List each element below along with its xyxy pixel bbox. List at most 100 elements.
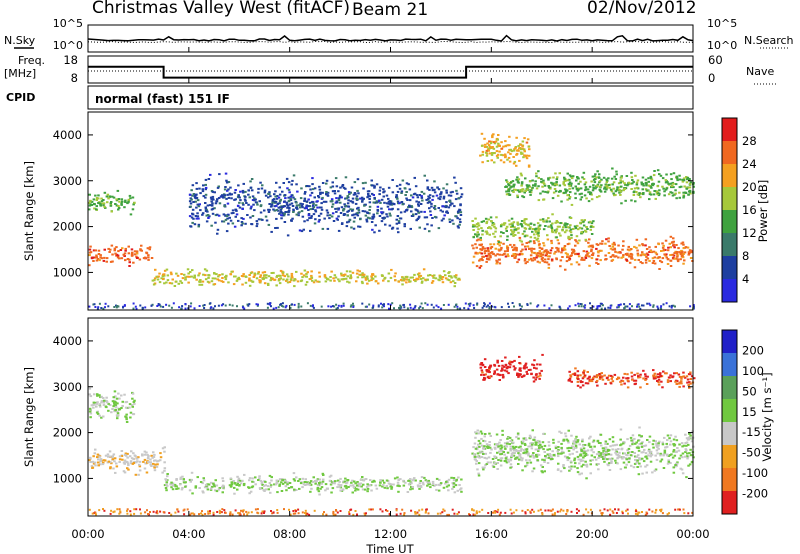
heatmap-cell (103, 191, 107, 194)
heatmap-cell (326, 191, 330, 194)
heatmap-cell (297, 214, 300, 217)
heatmap-cell (258, 279, 261, 282)
heatmap-cell (481, 246, 485, 249)
heatmap-cell (576, 384, 580, 387)
heatmap-cell (568, 196, 572, 198)
heatmap-cell (572, 228, 575, 230)
heatmap-cell (112, 453, 116, 456)
heatmap-cell (149, 458, 152, 461)
heatmap-cell (243, 482, 246, 485)
heatmap-cell (590, 257, 594, 260)
heatmap-cell (305, 272, 308, 275)
heatmap-cell (495, 145, 499, 148)
heatmap-cell (92, 401, 96, 404)
heatmap-cell (166, 484, 169, 487)
heatmap-cell (158, 303, 161, 306)
heatmap-cell (541, 185, 544, 188)
heatmap-cell (559, 234, 562, 237)
heatmap-cell (646, 439, 649, 441)
heatmap-cell (635, 246, 638, 249)
heatmap-cell (520, 459, 524, 462)
heatmap-cell (552, 454, 556, 456)
heatmap-cell (256, 222, 259, 225)
heatmap-cell (351, 491, 354, 494)
heatmap-cell (327, 305, 330, 308)
heatmap-cell (330, 305, 333, 308)
heatmap-cell (400, 190, 404, 193)
heatmap-cell (246, 303, 249, 306)
heatmap-cell (261, 483, 264, 486)
heatmap-cell (503, 222, 506, 225)
heatmap-cell (266, 302, 269, 305)
heatmap-cell (510, 448, 513, 451)
heatmap-cell (473, 307, 476, 309)
heatmap-cell (656, 190, 659, 193)
heatmap-cell (172, 302, 175, 305)
heatmap-cell (550, 456, 553, 459)
heatmap-cell (674, 380, 677, 383)
heatmap-cell (107, 460, 111, 463)
heatmap-cell (273, 209, 276, 212)
heatmap-cell (678, 382, 681, 385)
heatmap-cell (511, 225, 514, 227)
heatmap-cell (308, 483, 311, 486)
heatmap-cell (275, 217, 278, 220)
heatmap-cell (627, 183, 630, 186)
heatmap-cell (487, 227, 490, 229)
heatmap-cell (120, 203, 123, 206)
heatmap-cell (523, 230, 526, 233)
heatmap-cell (588, 376, 591, 379)
heatmap-cell (509, 466, 512, 469)
heatmap-cell (607, 453, 611, 456)
heatmap-cell (657, 243, 660, 246)
heatmap-cell (102, 404, 106, 406)
heatmap-cell (133, 253, 137, 256)
heatmap-cell (186, 268, 190, 271)
heatmap-cell (519, 189, 522, 191)
heatmap-cell (611, 254, 615, 257)
heatmap-cell (416, 209, 419, 212)
heatmap-cell (141, 453, 144, 456)
heatmap-cell (373, 201, 377, 204)
heatmap-cell (477, 224, 481, 227)
heatmap-cell (346, 275, 349, 278)
heatmap-cell (113, 390, 117, 393)
heatmap-cell (648, 302, 651, 305)
heatmap-cell (201, 213, 204, 216)
heatmap-cell (443, 214, 446, 217)
heatmap-cell (301, 486, 304, 489)
heatmap-cell (689, 192, 692, 195)
heatmap-cell (242, 306, 244, 309)
heatmap-cell (402, 479, 405, 482)
heatmap-cell (353, 216, 356, 219)
heatmap-cell (99, 254, 102, 257)
heatmap-cell (556, 510, 559, 513)
heatmap-cell (153, 453, 156, 456)
heatmap-cell (634, 442, 637, 445)
heatmap-cell (523, 137, 526, 140)
heatmap-cell (331, 190, 335, 193)
heatmap-cell (380, 220, 384, 223)
heatmap-cell (562, 226, 565, 229)
heatmap-cell (496, 156, 499, 159)
heatmap-cell (206, 204, 210, 207)
heatmap-cell (521, 243, 524, 246)
heatmap-cell (598, 377, 602, 380)
colorbar-frame (721, 117, 738, 303)
heatmap-cell (490, 246, 494, 248)
heatmap-cell (611, 167, 614, 170)
heatmap-cell (93, 303, 96, 306)
heatmap-cell (96, 412, 100, 415)
heatmap-cell (503, 250, 507, 253)
heatmap-cell (683, 251, 687, 254)
heatmap-cell (240, 224, 243, 227)
heatmap-cell (623, 303, 626, 306)
heatmap-cell (607, 177, 610, 180)
heatmap-cell (631, 451, 634, 453)
heatmap-cell (645, 183, 648, 186)
heatmap-cell (321, 196, 324, 199)
heatmap-cell (553, 513, 556, 516)
heatmap-cell (524, 248, 527, 251)
heatmap-cell (542, 242, 545, 245)
heatmap-cell (574, 446, 577, 449)
